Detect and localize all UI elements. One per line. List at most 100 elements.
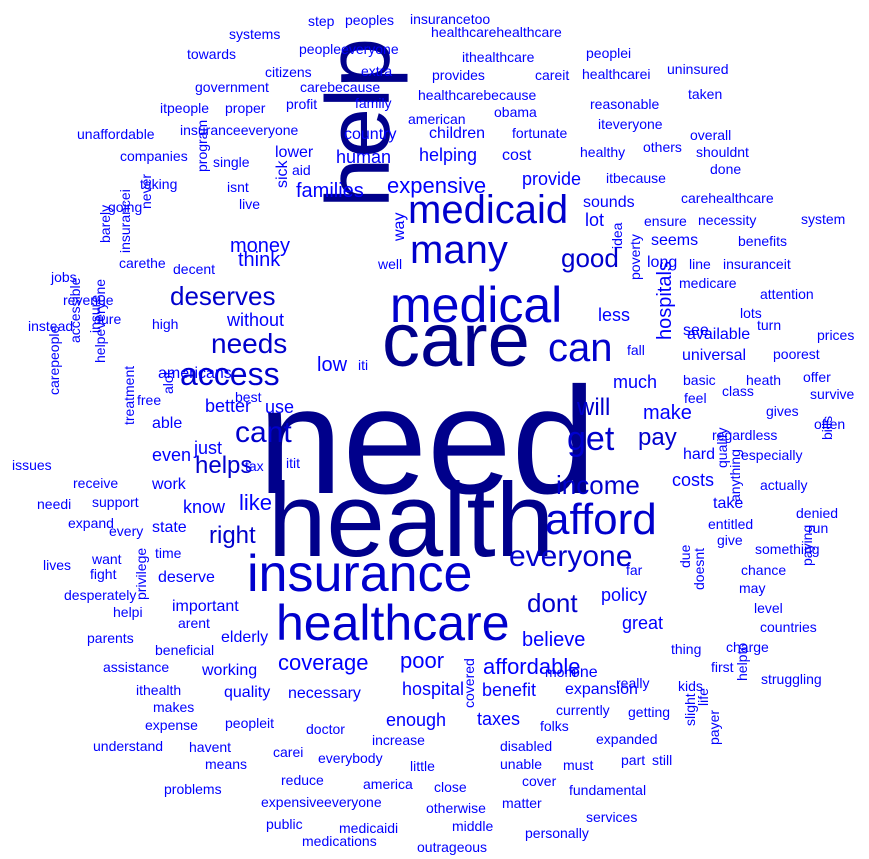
cloud-word: use	[265, 397, 295, 417]
cloud-word: itpeople	[160, 100, 210, 116]
cloud-word: good	[561, 243, 619, 273]
cloud-word: right	[209, 522, 256, 549]
cloud-word: iteveryone	[598, 116, 663, 132]
cloud-word: sure	[94, 311, 122, 327]
cloud-word: hospitals	[654, 261, 676, 340]
cloud-word: family	[355, 95, 392, 111]
cloud-word: issues	[12, 457, 52, 473]
cloud-word: fundamental	[569, 782, 647, 798]
cloud-word: coverage	[278, 650, 369, 675]
cloud-word: need	[258, 356, 597, 526]
cloud-word: without	[227, 310, 285, 330]
cloud-word: healthcarebecause	[418, 87, 537, 103]
cloud-word: proper	[225, 100, 266, 116]
cloud-word: poor	[400, 648, 445, 673]
cloud-word: medicaid	[408, 188, 569, 232]
cloud-word: medications	[302, 833, 377, 849]
cloud-word: alot	[160, 371, 176, 394]
cloud-word: increase	[372, 732, 425, 748]
cloud-word: actually	[760, 477, 808, 493]
cloud-word: towards	[187, 46, 237, 62]
cloud-word: parents	[87, 630, 134, 646]
cloud-word: ithealthcare	[462, 49, 535, 65]
cloud-word: kids	[678, 678, 703, 694]
cloud-word: expense	[145, 717, 198, 733]
cloud-word: getting	[628, 704, 671, 720]
cloud-word: close	[434, 779, 467, 795]
cloud-word: insuranceit	[723, 256, 791, 272]
cloud-word: elderly	[221, 629, 269, 646]
cloud-word: expand	[68, 515, 114, 531]
cloud-word: afford	[545, 495, 657, 544]
cloud-word: still	[652, 752, 673, 768]
cloud-word: many	[410, 228, 508, 272]
cloud-word: aid	[292, 162, 311, 178]
cloud-word: see	[683, 322, 709, 339]
cloud-word: necessity	[698, 212, 757, 228]
cloud-word: obama	[494, 104, 537, 120]
cloud-word: done	[710, 161, 742, 177]
cloud-word: matter	[502, 795, 542, 811]
cloud-word: healthcarei	[582, 66, 651, 82]
cloud-word: peoples	[345, 12, 395, 28]
cloud-word: american	[408, 111, 466, 127]
cloud-word: quality	[224, 684, 271, 701]
cloud-word: america	[363, 776, 413, 792]
cloud-word: lower	[275, 144, 314, 161]
cloud-word: class	[722, 383, 754, 399]
cloud-word: carebecause	[300, 79, 381, 95]
cloud-word: charge	[726, 639, 769, 655]
cloud-word: something	[755, 541, 820, 557]
cloud-word: policy	[601, 585, 648, 605]
cloud-word: currently	[556, 702, 610, 718]
cloud-word: iti	[358, 357, 369, 373]
cloud-word: expensiveeveryone	[261, 794, 382, 810]
cloud-word: want	[92, 551, 122, 567]
cloud-word: going	[108, 199, 143, 215]
cloud-word: income	[556, 470, 640, 500]
cloud-word: means	[205, 756, 248, 772]
cloud-word: low	[317, 354, 348, 376]
cloud-word: human	[336, 147, 392, 167]
cloud-word: will	[577, 394, 611, 421]
cloud-word: paying	[799, 524, 815, 566]
cloud-word: profit	[286, 96, 318, 112]
cloud-word: middle	[452, 818, 494, 834]
cloud-word: lots	[740, 305, 762, 321]
cloud-word: outrageous	[417, 839, 488, 855]
cloud-word: denied	[796, 505, 839, 521]
cloud-word: basic	[683, 372, 716, 388]
cloud-word: unable	[500, 756, 543, 772]
cloud-word: work	[152, 476, 186, 493]
cloud-word: working	[202, 662, 258, 679]
cloud-word: instead	[28, 318, 74, 334]
cloud-word: receive	[73, 475, 119, 491]
cloud-word: helping	[419, 145, 478, 165]
cloud-word: give	[717, 532, 743, 548]
cloud-word: thing	[671, 641, 702, 657]
cloud-word: citizens	[265, 64, 312, 80]
cloud-word: poverty	[627, 234, 643, 280]
cloud-word: health	[268, 462, 555, 579]
cloud-word: carei	[273, 744, 304, 760]
cloud-word: payer	[706, 709, 722, 745]
cloud-word: needi	[37, 496, 72, 512]
cloud-word: access	[180, 356, 280, 392]
cloud-word: great	[622, 613, 664, 633]
cloud-word: country	[344, 126, 397, 143]
cloud-word: care	[382, 298, 530, 383]
cloud-word: really	[616, 675, 650, 691]
cloud-word: idea	[609, 222, 625, 249]
cloud-word: far	[626, 562, 643, 578]
cloud-word: step	[308, 13, 335, 29]
cloud-word: itbecause	[606, 170, 666, 186]
cloud-word: way	[391, 212, 408, 241]
cloud-word: think	[238, 249, 281, 271]
cloud-word: needs	[211, 328, 288, 359]
cloud-word: mom	[545, 664, 577, 680]
cloud-word: others	[643, 139, 682, 155]
cloud-word: fall	[627, 342, 645, 358]
cloud-word: decent	[173, 261, 216, 277]
cloud-word: taken	[688, 86, 723, 102]
cloud-word: helpto	[734, 642, 750, 681]
